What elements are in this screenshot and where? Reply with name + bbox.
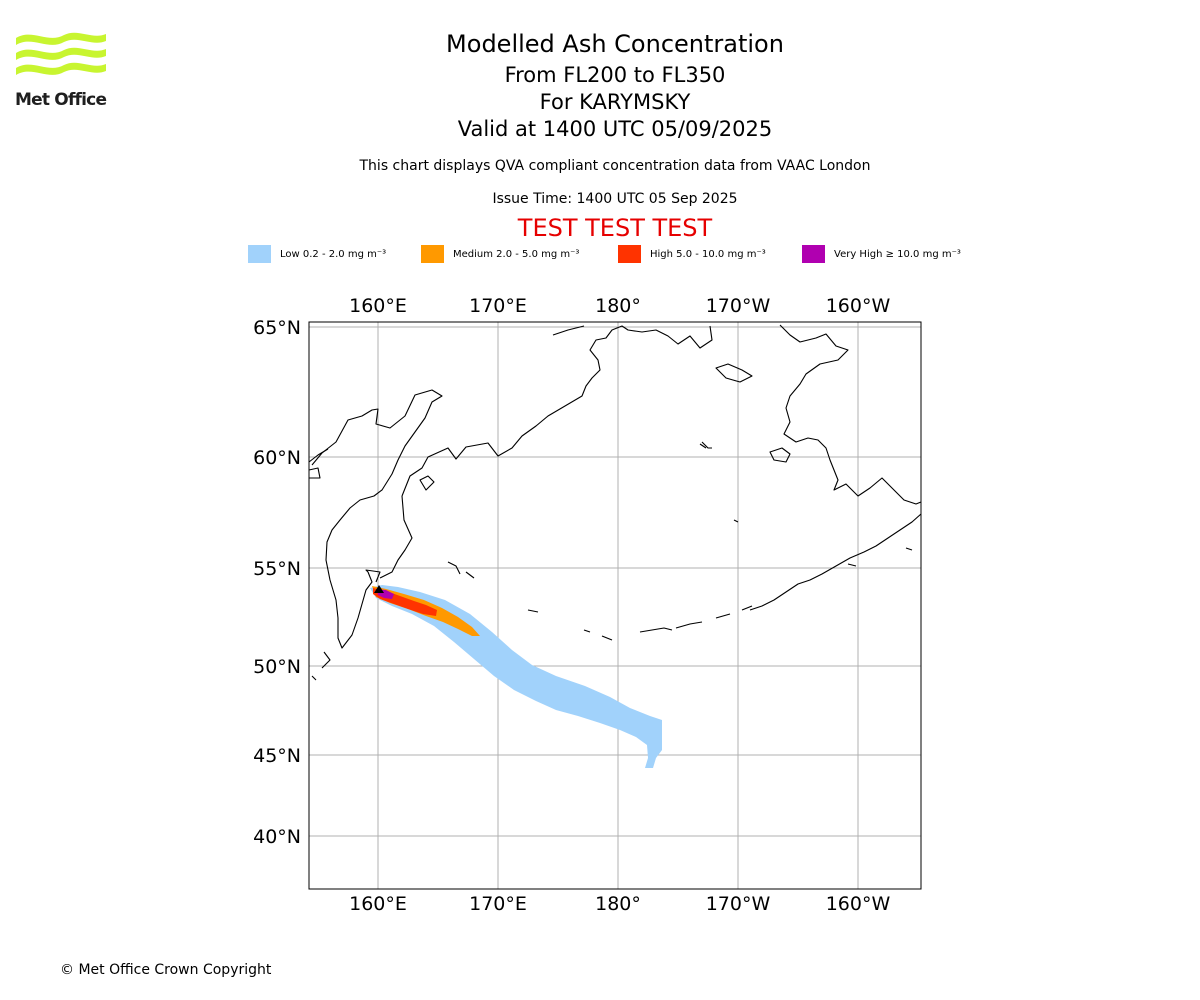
test-banner: TEST TEST TEST	[517, 214, 713, 242]
legend-item-medium: Medium 2.0 - 5.0 mg m⁻³	[421, 244, 579, 264]
lat-label-50n: 50°N	[253, 656, 301, 678]
coastline-kamchatka	[311, 389, 443, 649]
legend-swatch-medium	[421, 245, 444, 263]
lat-labels: 65°N 60°N 55°N 50°N 45°N 40°N	[253, 317, 301, 848]
lon-label-bottom-170e: 170°E	[469, 893, 527, 915]
coastline-near-islands-3	[601, 635, 613, 641]
ash-cloud	[370, 585, 662, 768]
lat-label-40n: 40°N	[253, 826, 301, 848]
coastline-kuril-2	[311, 675, 317, 681]
lon-label-top-160e: 160°E	[349, 295, 407, 317]
lat-label-60n: 60°N	[253, 447, 301, 469]
volcano-name: For KARYMSKY	[539, 90, 691, 114]
legend-label-high: High 5.0 - 10.0 mg m⁻³	[650, 248, 766, 260]
coastline-chukotka-south	[401, 325, 713, 497]
coastline-alaska	[779, 324, 922, 505]
legend-item-very-high: Very High ≥ 10.0 mg m⁻³	[802, 244, 961, 264]
coastline-kodiak	[905, 547, 913, 551]
coastline-okhotsk-north	[308, 448, 329, 463]
coastline-commander-2	[465, 571, 475, 579]
legend-label-medium: Medium 2.0 - 5.0 mg m⁻³	[453, 248, 580, 260]
coastline-near-islands-2	[583, 629, 591, 633]
valid-time: Valid at 1400 UTC 05/09/2025	[457, 117, 773, 141]
lat-label-55n: 55°N	[253, 558, 301, 580]
map-frame	[308, 321, 922, 890]
lon-label-top-180: 180°	[595, 295, 641, 317]
coastline-nunivak	[769, 447, 791, 463]
coastline-pribilof	[733, 519, 739, 523]
lat-label-65n: 65°N	[253, 317, 301, 339]
coastline-east-kamchatka	[379, 495, 413, 579]
coastline-near-islands-1	[527, 609, 539, 613]
met-office-logo-text: Met Office	[15, 90, 107, 110]
flight-level-range: From FL200 to FL350	[504, 63, 726, 87]
coastline-alaska-pen	[749, 513, 922, 611]
coastline-kuril	[321, 651, 331, 669]
ash-area-low	[370, 585, 662, 768]
chart-title: Modelled Ash Concentration	[446, 30, 784, 58]
legend-label-very-high: Very High ≥ 10.0 mg m⁻³	[834, 248, 961, 260]
met-office-waves-icon	[16, 32, 106, 75]
lon-label-top-170e: 170°E	[469, 295, 527, 317]
lon-labels-bottom: 160°E 170°E 180° 170°W 160°W	[349, 893, 890, 915]
copyright-notice: © Met Office Crown Copyright	[60, 962, 272, 978]
coastline-seward	[715, 363, 753, 383]
legend-swatch-high	[618, 245, 641, 263]
legend-swatch-low	[248, 245, 271, 263]
coastline-aleutians-1	[639, 627, 673, 633]
coastline-karaginsky	[419, 475, 435, 491]
lat-label-45n: 45°N	[253, 745, 301, 767]
legend-item-low: Low 0.2 - 2.0 mg m⁻³	[248, 244, 386, 264]
volcano-marker-icon	[374, 585, 384, 593]
coastline-st-matthew	[699, 443, 707, 449]
chart-description: This chart displays QVA compliant concen…	[359, 158, 871, 174]
coastline-aleutians-2	[675, 621, 703, 629]
graticule	[309, 322, 921, 889]
legend-item-high: High 5.0 - 10.0 mg m⁻³	[618, 244, 766, 264]
coastline-stlawrence	[701, 441, 712, 449]
coastline-aleutians-4	[741, 605, 753, 611]
coastline-west-edge	[308, 467, 321, 479]
lon-label-bottom-160w: 160°W	[826, 893, 891, 915]
coastline-aleutians-3	[715, 613, 731, 619]
lon-labels-top: 160°E 170°E 180° 170°W 160°W	[349, 295, 890, 317]
coastline-shumagin	[847, 563, 857, 567]
legend-swatch-very-high	[802, 245, 825, 263]
lon-label-bottom-170w: 170°W	[706, 893, 771, 915]
met-office-logo: Met Office	[14, 30, 109, 112]
coastlines	[308, 324, 922, 681]
coastline-anadyr	[552, 325, 585, 336]
legend-label-low: Low 0.2 - 2.0 mg m⁻³	[280, 248, 387, 260]
lon-label-bottom-180: 180°	[595, 893, 641, 915]
lon-label-bottom-160e: 160°E	[349, 893, 407, 915]
coastline-commander-1	[447, 561, 461, 575]
lon-label-top-170w: 170°W	[706, 295, 771, 317]
lon-label-top-160w: 160°W	[826, 295, 891, 317]
issue-time: Issue Time: 1400 UTC 05 Sep 2025	[492, 191, 738, 207]
